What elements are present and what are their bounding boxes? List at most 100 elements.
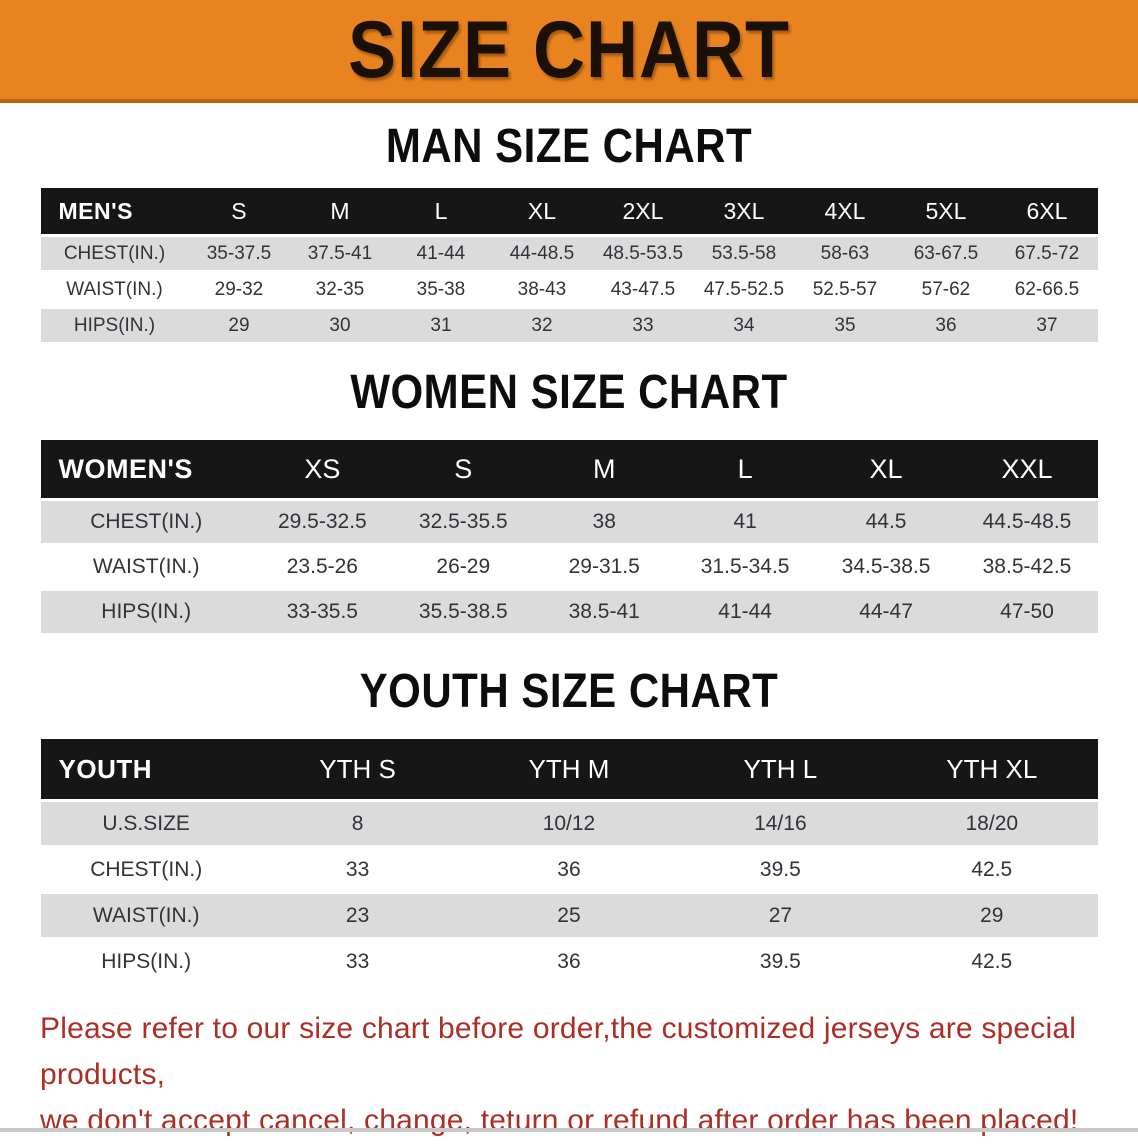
- size-cell: 41-44: [416, 242, 466, 264]
- size-cell: 52.5-57: [812, 278, 878, 300]
- size-column-header: YTH XL: [946, 753, 1038, 784]
- row-label: CHEST(IN.): [63, 242, 166, 264]
- size-column-header: 5XL: [925, 197, 967, 224]
- size-cell: 18/20: [965, 811, 1019, 835]
- size-cell: 29-31.5: [568, 555, 640, 578]
- size-cell: 34.5-38.5: [841, 555, 931, 578]
- size-cell: 32-35: [315, 278, 365, 300]
- table-header-label: WOMEN'S: [58, 453, 193, 484]
- size-column-header: YTH S: [319, 753, 396, 784]
- size-cell: 8: [351, 811, 364, 835]
- size-column-header: M: [592, 453, 616, 484]
- size-column-header: 4XL: [824, 197, 866, 224]
- footer-note: Please refer to our size chart before or…: [0, 1006, 1138, 1144]
- size-column-header: 6XL: [1026, 197, 1068, 224]
- size-cell: 35-38: [416, 278, 466, 300]
- table-row: HIPS(IN.) 33-35.5 35.5-38.5 38.5-41 41-44 44-…: [40, 591, 1098, 633]
- size-column-header: S: [231, 197, 247, 224]
- banner-title: SIZE CHART: [348, 4, 790, 95]
- row-label: WAIST(IN.): [92, 555, 200, 578]
- table-row: CHEST(IN.) 33 36 39.5 42.5: [40, 848, 1098, 891]
- size-cell: 44.5: [865, 510, 907, 533]
- size-cell: 39.5: [759, 857, 801, 881]
- size-column-header: XL: [869, 453, 903, 484]
- footer-note-line1: Please refer to our size chart before or…: [40, 1012, 1077, 1091]
- row-label: CHEST(IN.): [90, 857, 203, 881]
- size-column-header: XXL: [1001, 453, 1053, 484]
- size-cell: 67.5-72: [1014, 242, 1080, 264]
- size-cell: 37.5-41: [307, 242, 373, 264]
- youth-size-chart-section: YOUTH SIZE CHART YOUTH YTH S YTH M YTH L YTH…: [0, 663, 1138, 986]
- size-cell: 29-32: [214, 278, 264, 300]
- size-cell: 42.5: [971, 949, 1013, 973]
- table-row: WAIST(IN.) 23 25 27 29: [40, 894, 1098, 937]
- size-cell: 38.5-41: [568, 600, 640, 623]
- row-label: CHEST(IN.): [90, 510, 203, 533]
- size-cell: 62-66.5: [1014, 278, 1080, 300]
- size-column-header: 3XL: [723, 197, 765, 224]
- size-column-header: 2XL: [622, 197, 664, 224]
- size-cell: 44-47: [859, 600, 913, 623]
- table-row: WAIST(IN.) 29-32 32-35 35-38 38-43 43-47.5 47.…: [40, 273, 1098, 306]
- table-header-label: YOUTH: [58, 753, 152, 784]
- size-column-header: XL: [527, 197, 557, 224]
- size-cell: 35: [834, 314, 856, 336]
- size-cell: 29.5-32.5: [277, 510, 367, 533]
- bottom-edge-divider: [0, 1128, 1138, 1132]
- size-cell: 57-62: [921, 278, 971, 300]
- table-row: CHEST(IN.) 29.5-32.5 32.5-35.5 38 41 44.5 44.5…: [40, 501, 1098, 543]
- size-column-header: S: [454, 453, 473, 484]
- size-cell: 23: [345, 903, 370, 927]
- size-cell: 44-48.5: [509, 242, 575, 264]
- size-cell: 48.5-53.5: [602, 242, 684, 264]
- youth-size-table: YOUTH YTH S YTH M YTH L YTH XL U.S.SIZE 8 10/12…: [40, 736, 1098, 986]
- size-table-header-row: YOUTH YTH S YTH M YTH L YTH XL: [40, 739, 1098, 799]
- size-cell: 39.5: [759, 949, 801, 973]
- size-cell: 47.5-52.5: [703, 278, 785, 300]
- size-cell: 26-29: [436, 555, 491, 578]
- size-cell: 32.5-35.5: [418, 510, 508, 533]
- size-cell: 47-50: [1000, 600, 1054, 623]
- size-cell: 29: [980, 903, 1004, 927]
- size-cell: 33: [345, 857, 370, 881]
- size-cell: 14/16: [754, 811, 807, 835]
- size-cell: 38-43: [517, 278, 567, 300]
- size-cell: 38: [592, 510, 616, 533]
- size-column-header: M: [330, 197, 350, 224]
- size-cell: 36: [557, 949, 581, 973]
- size-cell: 63-67.5: [913, 242, 979, 264]
- size-cell: 29: [228, 314, 250, 336]
- size-cell: 38.5-42.5: [982, 555, 1072, 578]
- youth-section-heading: YOUTH SIZE CHART: [359, 663, 779, 718]
- size-cell: 35.5-38.5: [418, 600, 508, 623]
- size-cell: 37: [1036, 314, 1058, 336]
- size-cell: 25: [557, 903, 581, 927]
- footer-note-line2: we don't accept cancel, change, teturn o…: [40, 1104, 1079, 1137]
- table-header-label: MEN'S: [58, 197, 133, 224]
- size-cell: 42.5: [971, 857, 1013, 881]
- row-label: HIPS(IN.): [101, 949, 192, 973]
- size-chart-banner: SIZE CHART: [0, 0, 1138, 103]
- women-size-table: WOMEN'S XS S M L XL XXL CHEST(IN.) 29.5-32.5 32.5…: [40, 437, 1098, 636]
- size-cell: 35-37.5: [206, 242, 272, 264]
- size-cell: 30: [329, 314, 351, 336]
- man-section-heading: MAN SIZE CHART: [385, 118, 753, 173]
- row-label: WAIST(IN.): [66, 278, 163, 300]
- row-label: WAIST(IN.): [92, 903, 200, 927]
- size-cell: 43-47.5: [610, 278, 676, 300]
- size-cell: 53.5-58: [711, 242, 777, 264]
- size-cell: 44.5-48.5: [982, 510, 1072, 533]
- size-cell: 41: [733, 510, 757, 533]
- size-cell: 41-44: [718, 600, 772, 623]
- size-table-header-row: MEN'S S M L XL 2XL 3XL 4XL 5XL 6XL: [40, 188, 1098, 234]
- size-cell: 33: [632, 314, 654, 336]
- table-row: U.S.SIZE 8 10/12 14/16 18/20: [40, 802, 1098, 845]
- size-column-header: YTH L: [743, 753, 818, 784]
- size-table-header-row: WOMEN'S XS S M L XL XXL: [40, 440, 1098, 498]
- women-size-chart-section: WOMEN SIZE CHART WOMEN'S XS S M L XL XXL CHEST(…: [0, 367, 1138, 636]
- size-cell: 33: [345, 949, 370, 973]
- size-column-header: XS: [304, 453, 341, 484]
- size-cell: 31: [430, 314, 452, 336]
- size-cell: 27: [768, 903, 793, 927]
- table-row: WAIST(IN.) 23.5-26 26-29 29-31.5 31.5-34.5 34…: [40, 546, 1098, 588]
